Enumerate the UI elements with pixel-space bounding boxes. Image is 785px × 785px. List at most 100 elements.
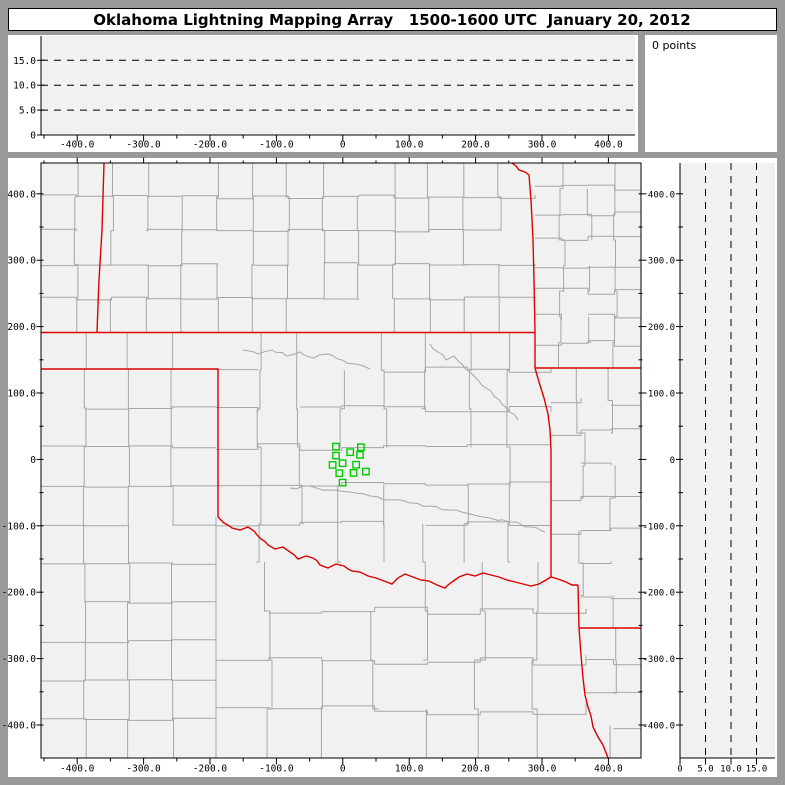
county-line xyxy=(182,297,218,300)
county-line xyxy=(581,462,612,466)
county-line xyxy=(216,443,259,450)
county-line xyxy=(614,313,641,319)
county-line xyxy=(581,528,612,531)
tick-label: -300.0 xyxy=(126,140,161,151)
county-line xyxy=(341,445,384,449)
tick-label: -200.0 xyxy=(193,140,228,151)
county-line xyxy=(128,406,173,409)
county-line xyxy=(535,313,562,321)
county-line xyxy=(374,710,428,715)
points-count-box xyxy=(645,35,777,152)
county-line xyxy=(468,370,471,410)
county-line xyxy=(499,195,536,199)
tick-label: 15.0 xyxy=(746,765,768,775)
county-line xyxy=(480,608,534,614)
tick-label: -100.0 xyxy=(2,521,37,532)
county-line xyxy=(607,368,613,401)
state-border xyxy=(96,163,105,333)
lma-station-marker xyxy=(349,469,358,477)
county-line xyxy=(41,296,77,300)
tick-label: 100.0 xyxy=(395,140,424,151)
county-line xyxy=(463,523,465,563)
county-line xyxy=(421,370,426,410)
lma-station-marker xyxy=(357,443,365,452)
tick-label: -300.0 xyxy=(2,654,37,665)
county-line xyxy=(182,195,218,199)
county-line xyxy=(614,265,618,292)
tick-label: -200.0 xyxy=(642,589,675,599)
county-line xyxy=(558,316,562,343)
county-line xyxy=(581,465,584,499)
river-line xyxy=(429,343,519,421)
county-line xyxy=(609,725,614,758)
lma-station-marker xyxy=(338,459,347,468)
tick-label: -400.0 xyxy=(60,764,95,775)
county-line xyxy=(252,229,289,232)
tick-label: 300.0 xyxy=(528,140,557,151)
tick-label: -200.0 xyxy=(193,764,228,775)
county-line xyxy=(535,214,562,216)
county-line xyxy=(509,367,552,373)
tick-label: 400.0 xyxy=(594,140,623,151)
county-line xyxy=(216,657,270,661)
tick-label: 0 xyxy=(340,764,346,775)
county-line xyxy=(257,443,301,451)
county-line xyxy=(614,341,641,347)
county-line xyxy=(422,709,427,758)
county-line xyxy=(551,430,582,436)
state-borders xyxy=(41,163,641,758)
state-border xyxy=(534,367,552,577)
county-line xyxy=(301,485,304,525)
county-line xyxy=(480,711,534,715)
county-line xyxy=(427,711,481,716)
state-border xyxy=(578,627,609,758)
county-line xyxy=(74,196,76,232)
county-line xyxy=(425,366,468,370)
county-line xyxy=(182,263,218,266)
county-line xyxy=(321,660,376,665)
window-title: Oklahoma Lightning Mapping Array 1500-16… xyxy=(93,11,690,29)
county-line xyxy=(497,163,502,198)
county-line xyxy=(477,709,479,758)
county-line xyxy=(383,370,387,410)
county-line xyxy=(614,211,641,218)
county-line xyxy=(611,428,641,437)
county-line xyxy=(109,230,112,265)
alt-ew-plot-area xyxy=(41,36,635,135)
lma-station-marker xyxy=(328,461,337,469)
tick-label: 400.0 xyxy=(648,190,675,200)
county-line xyxy=(469,332,472,371)
county-line xyxy=(76,297,113,301)
tick-label: 0 xyxy=(670,456,675,466)
county-line xyxy=(506,408,511,448)
county-line xyxy=(467,482,510,485)
county-line xyxy=(422,523,426,563)
tick-label: 200.0 xyxy=(461,140,490,151)
county-line xyxy=(110,196,114,232)
tick-label: 10.0 xyxy=(13,81,36,92)
county-line xyxy=(580,563,584,596)
county-line xyxy=(256,408,262,448)
map-axis-box xyxy=(40,162,642,759)
county-line xyxy=(532,709,538,758)
county-line xyxy=(611,592,641,600)
county-line xyxy=(474,611,486,661)
county-line xyxy=(480,657,534,665)
county-line xyxy=(551,398,582,404)
tick-label: -100.0 xyxy=(642,522,675,532)
tick-label: 5.0 xyxy=(697,765,713,775)
county-line xyxy=(425,444,468,447)
lma-station-marker xyxy=(362,467,370,476)
county-line xyxy=(324,230,326,265)
county-line xyxy=(462,196,464,232)
state-border xyxy=(41,368,219,517)
county-line xyxy=(370,611,373,661)
county-line xyxy=(374,606,428,615)
county-line xyxy=(216,369,259,371)
lma-station-marker xyxy=(352,460,360,469)
county-line xyxy=(614,264,641,268)
state-border xyxy=(577,584,580,629)
county-line xyxy=(467,368,510,373)
county-line xyxy=(264,562,270,612)
